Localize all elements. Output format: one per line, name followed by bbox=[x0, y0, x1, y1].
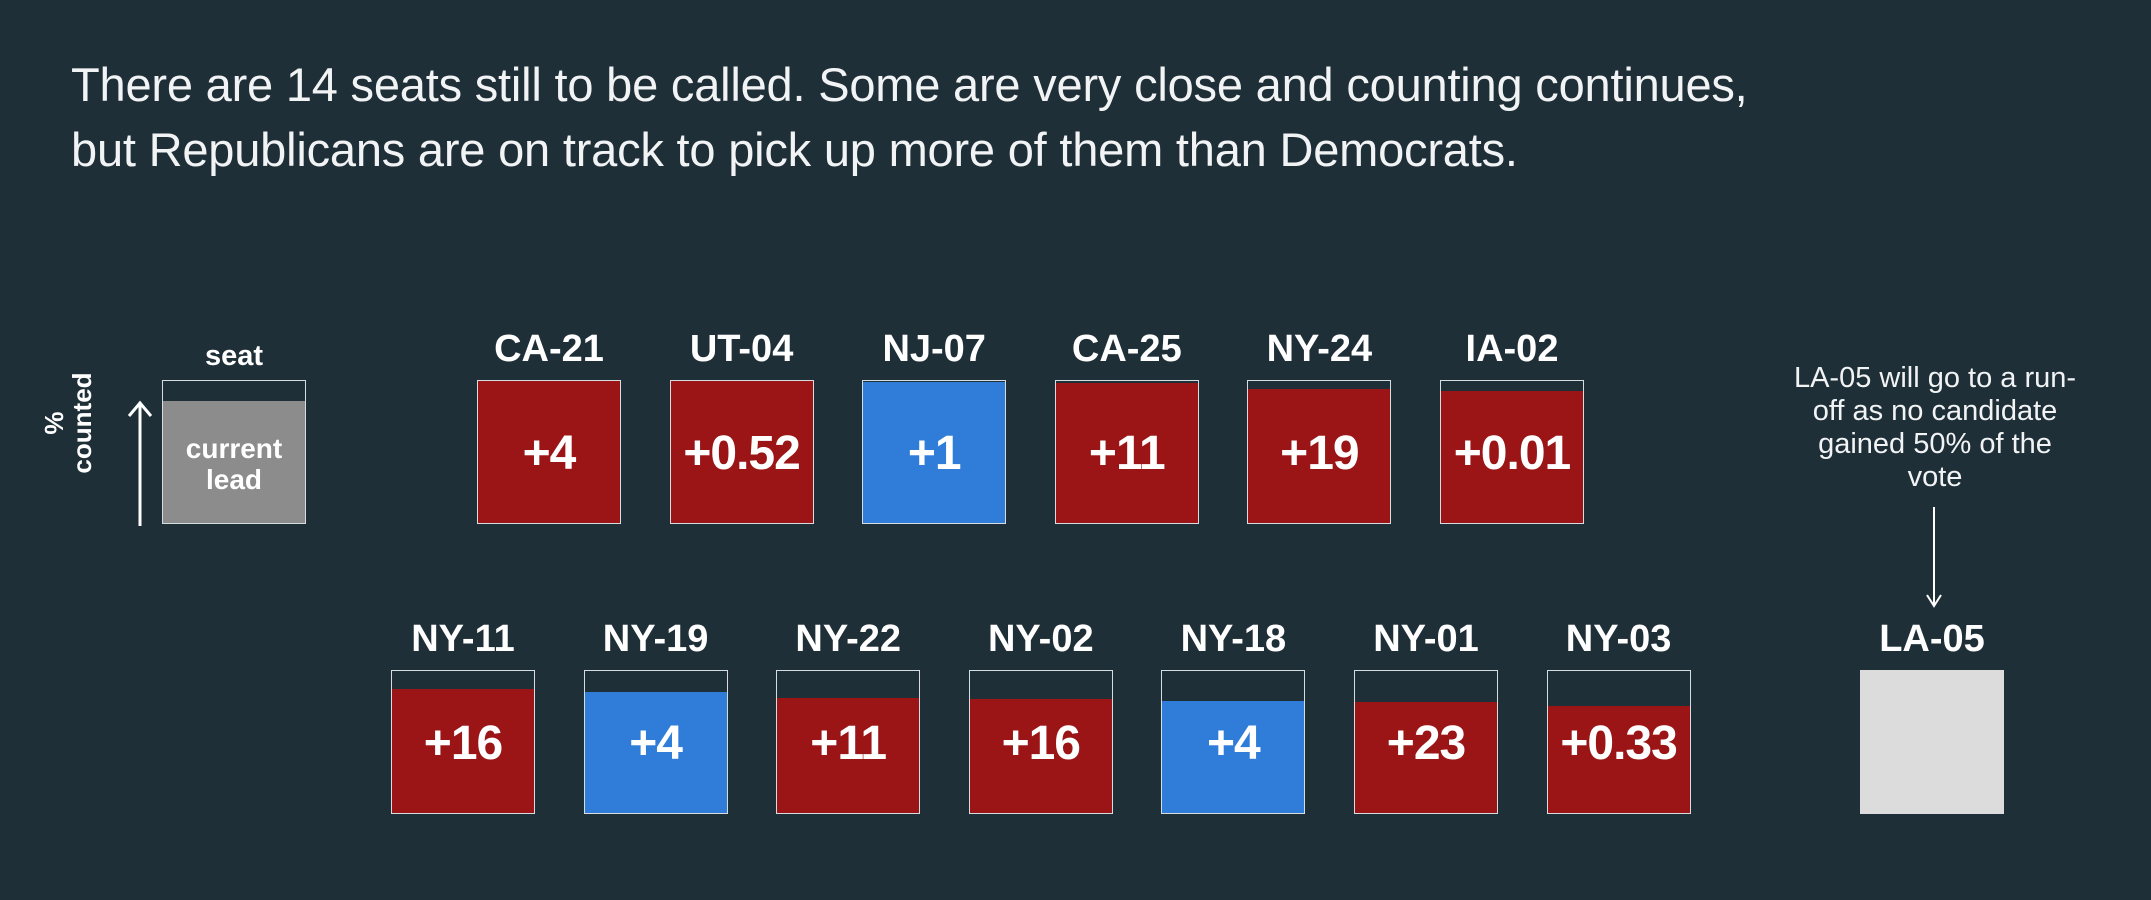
seat-label: UT-04 bbox=[689, 328, 794, 370]
counted-fill-bar bbox=[863, 381, 1006, 523]
runoff-note: LA-05 will go to a run-off as no candida… bbox=[1793, 362, 2077, 493]
seat-box: +16 bbox=[391, 670, 535, 814]
counted-fill-bar bbox=[1248, 389, 1391, 523]
counted-fill-bar bbox=[584, 692, 727, 813]
counted-fill-bar bbox=[777, 697, 920, 813]
headline-line-1: There are 14 seats still to be called. S… bbox=[71, 58, 1748, 111]
headline-line-2: but Republicans are on track to pick up … bbox=[71, 123, 1518, 176]
seat-box: +23 bbox=[1354, 670, 1498, 814]
seat-box: +4 bbox=[583, 670, 728, 814]
seat-lead-value: +4 bbox=[1207, 716, 1261, 770]
counted-fill-bar bbox=[969, 699, 1112, 813]
seat-lead-value: +4 bbox=[522, 426, 577, 480]
seat-box: +1 bbox=[862, 380, 1007, 524]
seat-lead-value: +11 bbox=[1088, 426, 1166, 480]
seat-label: CA-21 bbox=[494, 328, 604, 370]
seat-label: NY-02 bbox=[987, 618, 1094, 660]
counted-fill-bar bbox=[1355, 702, 1497, 813]
key-fill bbox=[163, 401, 305, 523]
seat-label: NY-03 bbox=[1565, 618, 1672, 660]
seat-label: NY-24 bbox=[1266, 328, 1373, 370]
seat-box: +4 bbox=[477, 380, 621, 524]
seat-lead-value: +16 bbox=[1001, 716, 1081, 770]
seat-box: +0.33 bbox=[1546, 670, 1691, 814]
counted-fill-bar bbox=[670, 381, 813, 523]
runoff-seat-label: LA-05 bbox=[1879, 618, 1985, 660]
counted-fill-bar bbox=[1055, 383, 1198, 523]
seat-label: NY-18 bbox=[1180, 618, 1287, 660]
seat-lead-value: +11 bbox=[810, 716, 887, 770]
seat-lead-value: +0.33 bbox=[1560, 716, 1677, 770]
counted-fill-bar bbox=[478, 381, 620, 523]
legend-key: seat current lead bbox=[162, 340, 306, 524]
seat-lead-value: +19 bbox=[1280, 426, 1359, 480]
counted-fill-bar bbox=[1441, 390, 1583, 523]
seat-lead-value: +1 bbox=[907, 426, 962, 480]
seat-box: +0.01 bbox=[1440, 380, 1584, 524]
runoff-seat-box bbox=[1860, 670, 2004, 814]
counted-fill-bar bbox=[1162, 700, 1305, 813]
seat-box: +11 bbox=[1054, 380, 1199, 524]
seat-label: NY-01 bbox=[1373, 618, 1479, 660]
seat-label: NY-19 bbox=[602, 618, 709, 660]
seat-label: IA-02 bbox=[1465, 328, 1559, 370]
seat-box: +0.52 bbox=[669, 380, 814, 524]
seat-label: NY-11 bbox=[411, 618, 515, 660]
seat-box: +16 bbox=[968, 670, 1113, 814]
seat-lead-value: +23 bbox=[1386, 716, 1466, 770]
seat-label: CA-25 bbox=[1071, 328, 1182, 370]
counted-fill-bar bbox=[392, 689, 534, 813]
seat-box: +19 bbox=[1247, 380, 1392, 524]
seat-box: +11 bbox=[776, 670, 921, 814]
seat-box: +4 bbox=[1161, 670, 1306, 814]
seat-lead-value: +4 bbox=[629, 716, 683, 770]
seat-lead-value: +0.01 bbox=[1453, 426, 1571, 480]
key-lead-label: current lead bbox=[185, 433, 283, 495]
seat-label: NJ-07 bbox=[882, 328, 986, 370]
seat-lead-value: +0.52 bbox=[683, 426, 800, 480]
up-arrow-icon bbox=[128, 400, 152, 526]
key-box: current lead bbox=[162, 380, 306, 524]
seat-label: NY-22 bbox=[795, 618, 901, 660]
seat-lead-value: +16 bbox=[423, 716, 503, 770]
key-seat-label: seat bbox=[204, 340, 264, 372]
counted-fill-bar bbox=[1547, 706, 1690, 813]
key-axis-label: % counted bbox=[39, 372, 97, 474]
headline: There are 14 seats still to be called. S… bbox=[71, 52, 1971, 182]
down-arrow-icon bbox=[1926, 507, 1942, 608]
